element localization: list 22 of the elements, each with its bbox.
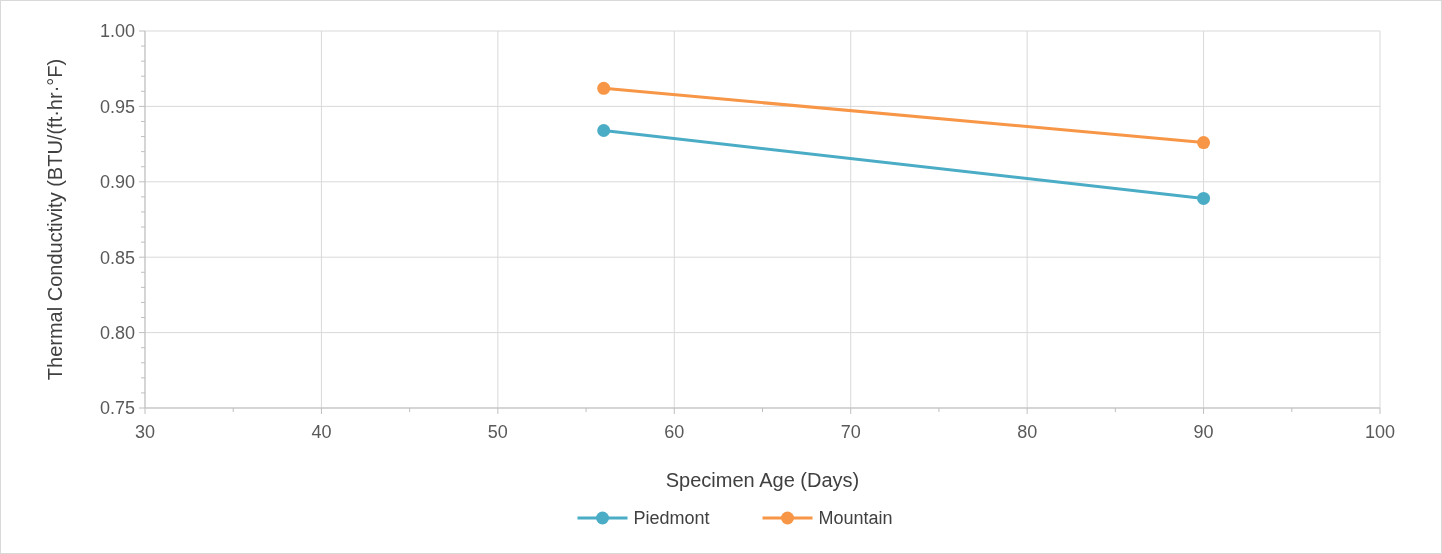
x-axis-title: Specimen Age (Days)	[665, 469, 860, 491]
x-tick-label: 100	[1364, 422, 1396, 442]
point	[597, 81, 611, 95]
y-tick-label: 0.80	[99, 322, 135, 343]
x-tick-label: 40	[311, 422, 332, 442]
y-tick-label: 1.00	[99, 21, 135, 42]
legend-label: Mountain	[818, 508, 893, 529]
x-tick-label: 50	[487, 422, 508, 442]
y-tick-label: 0.95	[99, 96, 135, 117]
legend-label: Piedmont	[633, 508, 710, 529]
x-tick-label: 80	[1017, 422, 1038, 442]
x-tick-label: 70	[840, 422, 861, 442]
point	[1197, 191, 1211, 205]
x-tick-label: 30	[134, 422, 156, 442]
y-tick-label: 0.90	[99, 172, 135, 193]
y-tick-label: 0.75	[99, 398, 135, 419]
x-tick-label: 90	[1193, 422, 1214, 442]
x-tick-label: 60	[664, 422, 685, 442]
y-axis-title: Thermal Conductivity (BTU/(ft·hr·°F)	[44, 58, 66, 381]
y-tick-label: 0.85	[99, 247, 135, 268]
point	[1197, 136, 1211, 150]
point	[597, 124, 611, 138]
